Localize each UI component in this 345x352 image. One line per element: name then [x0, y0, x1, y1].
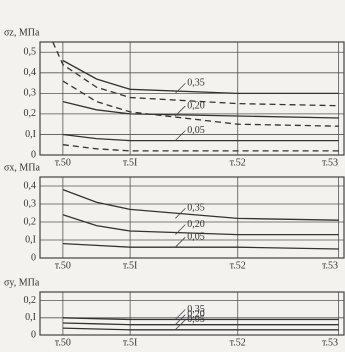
x-tick-label: т.52	[230, 260, 246, 271]
y-tick-label: 0,4	[24, 180, 37, 191]
plot-frame	[39, 41, 345, 156]
data-line	[52, 41, 339, 107]
x-tick-label: т.52	[230, 157, 246, 168]
y-axis-title: σy, МПа	[4, 277, 40, 288]
data-line	[62, 214, 339, 236]
label-leader	[175, 224, 186, 235]
series-label: 0,20	[187, 219, 205, 230]
y-tick-label: 0	[31, 149, 36, 160]
label-leader	[175, 314, 186, 325]
y-tick-label: 0,I	[25, 234, 36, 245]
y-tick-label: 0	[31, 252, 36, 263]
y-tick-label: 0,I	[25, 129, 36, 140]
y-axis-title: σx, МПа	[4, 162, 41, 173]
series-label: 0,35	[187, 78, 205, 89]
y-tick-label: 0	[31, 329, 36, 340]
x-tick-label: т.5I	[123, 260, 137, 271]
x-tick-label: т.50	[55, 157, 71, 168]
y-tick-label: 0,2	[24, 108, 37, 119]
x-tick-label: т.53	[322, 337, 338, 348]
x-tick-label: т.53	[322, 157, 338, 168]
data-line	[62, 327, 339, 331]
label-leader	[175, 236, 186, 248]
x-tick-label: т.50	[55, 260, 71, 271]
data-line	[62, 80, 339, 127]
label-leader	[175, 130, 186, 141]
y-tick-label: 0,3	[24, 198, 37, 209]
series-label: 0,20	[187, 100, 205, 111]
data-line	[62, 144, 339, 152]
y-tick-label: 0,4	[24, 67, 37, 78]
series-label: 0,05	[187, 125, 205, 136]
y-tick-label: 0,3	[24, 88, 37, 99]
x-tick-label: т.53	[322, 260, 338, 271]
data-line	[62, 242, 339, 250]
y-tick-label: 0,I	[25, 312, 36, 323]
plot-frame	[39, 176, 345, 259]
data-line	[62, 59, 339, 95]
series-label: 0,35	[187, 203, 205, 214]
x-tick-label: т.5I	[123, 157, 137, 168]
y-tick-label: 0,5	[24, 47, 37, 58]
x-tick-label: т.5I	[123, 337, 137, 348]
label-leader	[175, 83, 186, 94]
data-line	[62, 317, 339, 321]
data-line	[62, 188, 339, 221]
y-axis-title: σz, МПа	[4, 27, 40, 38]
series-label: 0,05	[187, 314, 205, 325]
x-tick-label: т.52	[230, 337, 246, 348]
data-line	[62, 100, 339, 119]
label-leader	[175, 319, 186, 331]
data-line	[62, 322, 339, 326]
plot-frame	[39, 291, 345, 336]
y-tick-label: 0,2	[24, 216, 37, 227]
label-leader	[175, 105, 186, 117]
x-tick-label: т.50	[55, 337, 71, 348]
label-leader	[175, 309, 186, 320]
label-leader	[175, 208, 186, 219]
y-tick-label: 0,2	[24, 295, 37, 306]
series-label: 0,35	[187, 304, 205, 315]
series-label: 0,20	[187, 309, 205, 320]
series-label: 0,05	[187, 231, 205, 242]
data-line	[62, 133, 339, 142]
